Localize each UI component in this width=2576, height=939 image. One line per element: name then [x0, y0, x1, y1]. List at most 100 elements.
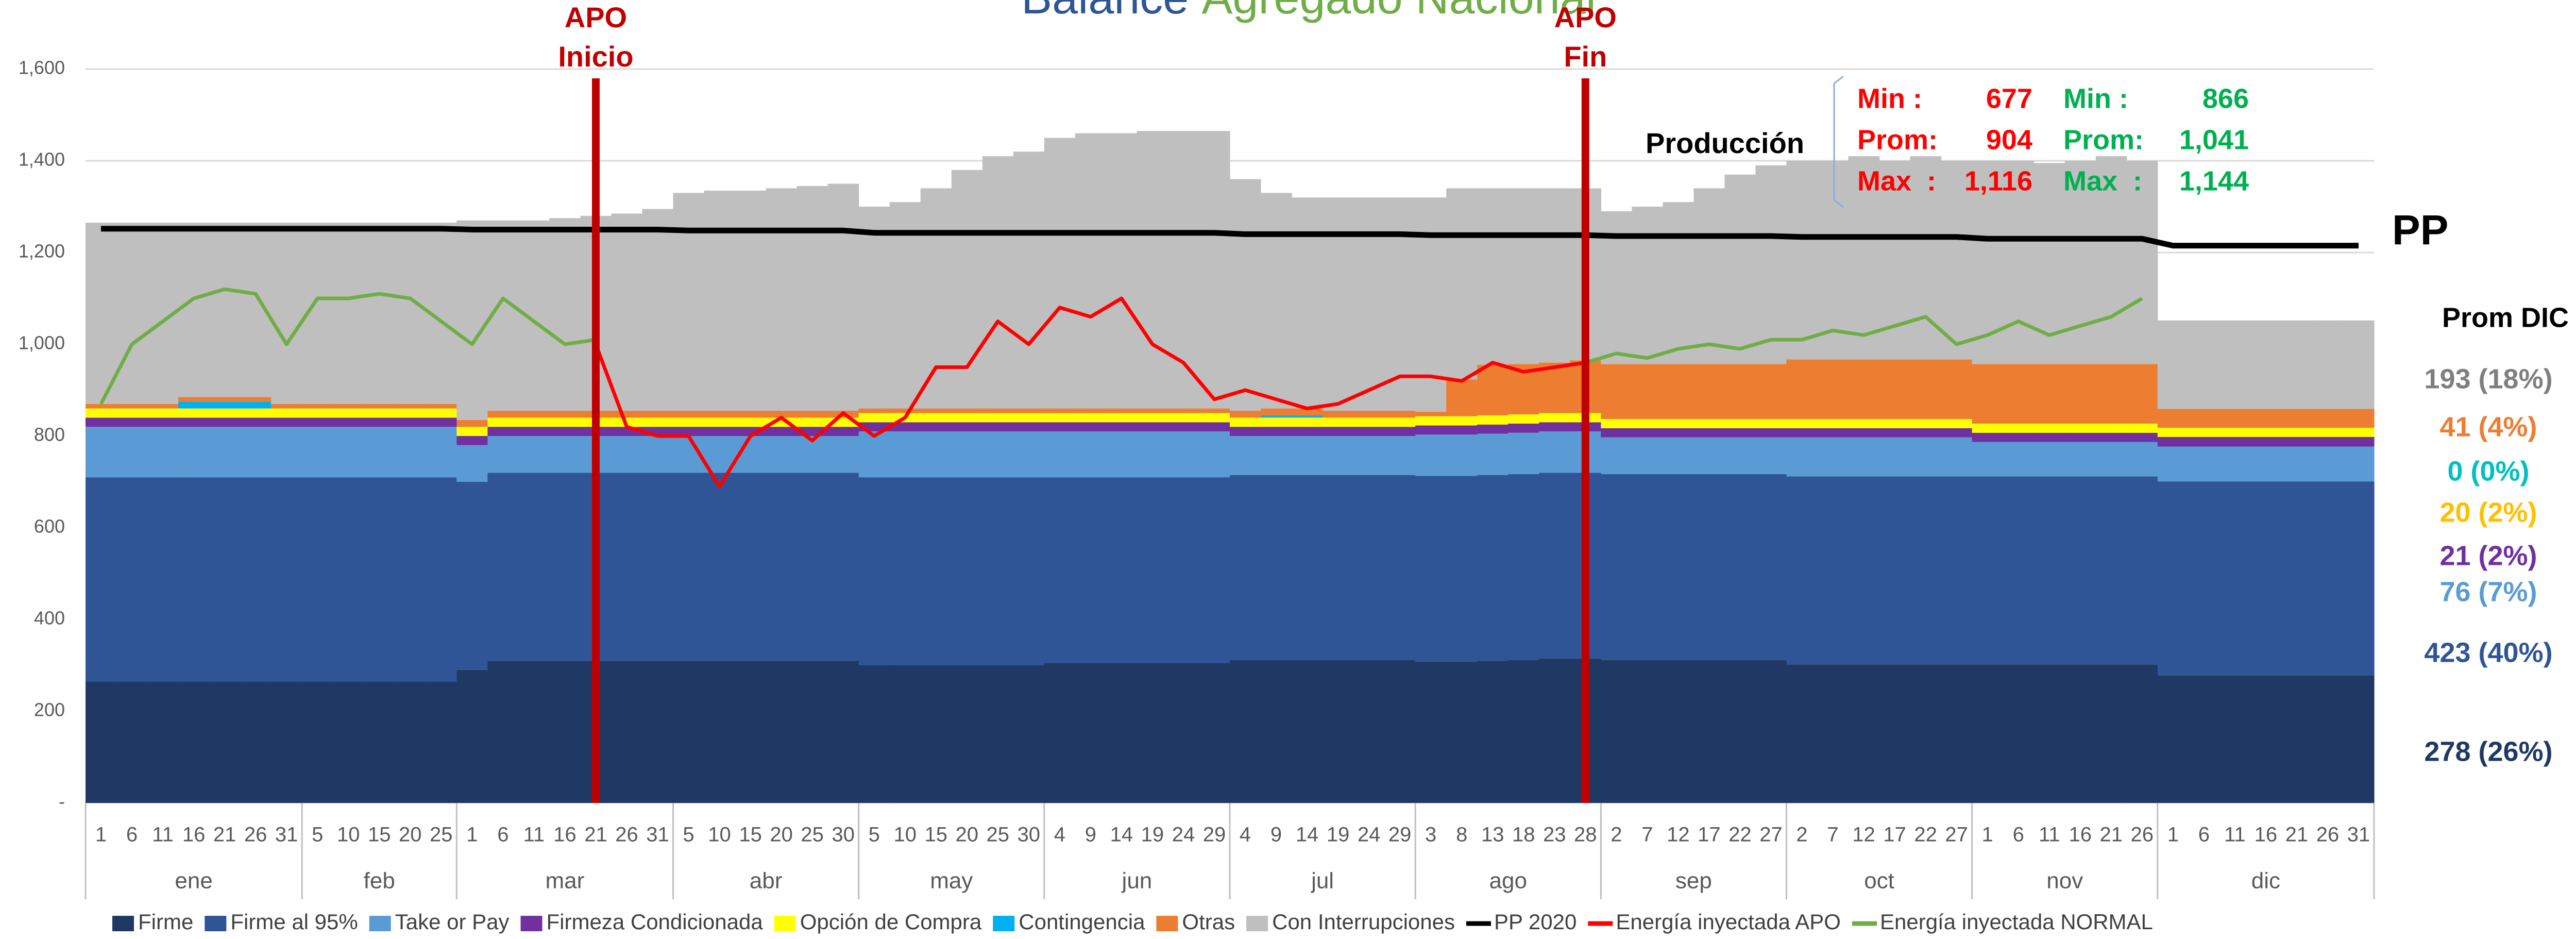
area-segment — [2188, 675, 2220, 803]
area-segment — [1508, 414, 1539, 424]
area-segment — [456, 427, 488, 436]
area-segment — [1724, 174, 1756, 364]
area-segment — [395, 404, 426, 409]
area-segment — [2219, 437, 2251, 447]
area-segment — [302, 681, 333, 803]
area-segment — [1198, 131, 1230, 409]
area-segment — [1817, 359, 1849, 420]
area-segment — [147, 427, 179, 478]
area-segment — [1724, 364, 1756, 420]
area-segment — [1539, 188, 1570, 363]
area-segment — [1106, 477, 1138, 663]
area-segment — [1446, 425, 1478, 435]
area-segment — [889, 202, 921, 409]
area-segment — [364, 223, 395, 404]
area-segment — [2095, 156, 2127, 364]
area-segment — [2343, 675, 2375, 803]
stat-value: 1,144 — [2179, 165, 2249, 196]
area-segment — [1693, 474, 1725, 660]
x-tick-label: 6 — [497, 824, 509, 846]
area-segment — [1137, 431, 1168, 478]
area-segment — [209, 223, 241, 397]
area-segment — [1663, 419, 1694, 428]
area-segment — [1230, 417, 1261, 427]
area-segment — [2219, 320, 2251, 409]
area-segment — [1755, 419, 1787, 428]
area-segment — [271, 223, 302, 404]
area-segment — [426, 408, 457, 418]
area-segment — [827, 183, 859, 411]
x-tick-label: 26 — [615, 824, 638, 846]
area-segment — [1198, 477, 1230, 663]
area-segment — [2003, 432, 2035, 442]
area-segment — [1632, 364, 1663, 420]
bracket — [1833, 75, 1844, 208]
x-tick-label: 20 — [956, 824, 979, 846]
area-segment — [1446, 379, 1478, 416]
x-tick-label: 31 — [2347, 824, 2370, 846]
area-segment — [1972, 423, 2004, 433]
area-segment — [1013, 413, 1045, 423]
area-segment — [1230, 411, 1261, 418]
area-segment — [1075, 413, 1107, 423]
area-segment — [642, 417, 674, 427]
x-tick-label: 14 — [1110, 824, 1133, 846]
prom-label: 41 (4%) — [2439, 411, 2537, 442]
area-segment — [1106, 422, 1138, 432]
area-segment — [1013, 665, 1045, 803]
area-segment — [116, 427, 148, 478]
area-segment — [982, 156, 1014, 409]
area-segment — [1106, 413, 1138, 423]
x-tick-label: 30 — [832, 824, 855, 846]
area-segment — [518, 473, 550, 661]
area-segment — [1353, 417, 1385, 427]
x-tick-label: 1 — [2167, 824, 2179, 846]
area-segment — [2064, 364, 2096, 424]
area-segment — [1230, 427, 1261, 436]
area-segment — [2064, 432, 2096, 442]
area-segment — [518, 411, 550, 418]
x-tick-label: 28 — [1574, 824, 1597, 846]
area-segment — [1013, 408, 1045, 413]
area-segment — [1848, 476, 1880, 665]
area-segment — [1817, 437, 1849, 477]
area-segment — [2095, 432, 2127, 442]
x-tick-label: 15 — [924, 824, 947, 846]
stat-label: Prom: — [2063, 124, 2144, 155]
area-segment — [920, 477, 952, 665]
area-segment — [2250, 409, 2282, 428]
area-segment — [1755, 437, 1787, 474]
area-segment — [240, 477, 272, 682]
x-tick-label: 15 — [739, 824, 762, 846]
area-segment — [86, 223, 117, 404]
x-tick-label: 19 — [1141, 824, 1164, 846]
title-part: Balance — [1021, 0, 1189, 24]
area-segment — [2126, 161, 2158, 364]
month-label: may — [930, 868, 973, 894]
line-label: PP — [2392, 207, 2448, 254]
area-segment — [209, 417, 241, 427]
production-title: Producción — [1646, 127, 1804, 159]
area-segment — [2033, 423, 2065, 433]
x-tick-label: 24 — [1172, 824, 1195, 846]
area-segment — [1292, 427, 1323, 436]
x-tick-label: 20 — [399, 824, 422, 846]
area-segment — [395, 427, 426, 478]
area-segment — [1292, 197, 1323, 409]
area-segment — [1786, 476, 1818, 665]
area-segment — [1230, 179, 1261, 411]
area-segment — [2095, 476, 2127, 665]
area-segment — [1323, 197, 1354, 411]
area-segment — [1261, 408, 1292, 415]
area-segment — [240, 427, 272, 478]
area-segment — [1137, 663, 1168, 803]
area-segment — [1261, 660, 1292, 803]
area-segment — [1044, 431, 1076, 478]
x-tick-label: 16 — [182, 824, 206, 846]
area-segment — [1137, 422, 1168, 432]
area-segment — [2312, 446, 2344, 482]
area-segment — [2033, 442, 2065, 477]
area-segment — [2126, 423, 2158, 433]
area-segment — [1601, 437, 1632, 474]
area-segment — [147, 417, 179, 427]
